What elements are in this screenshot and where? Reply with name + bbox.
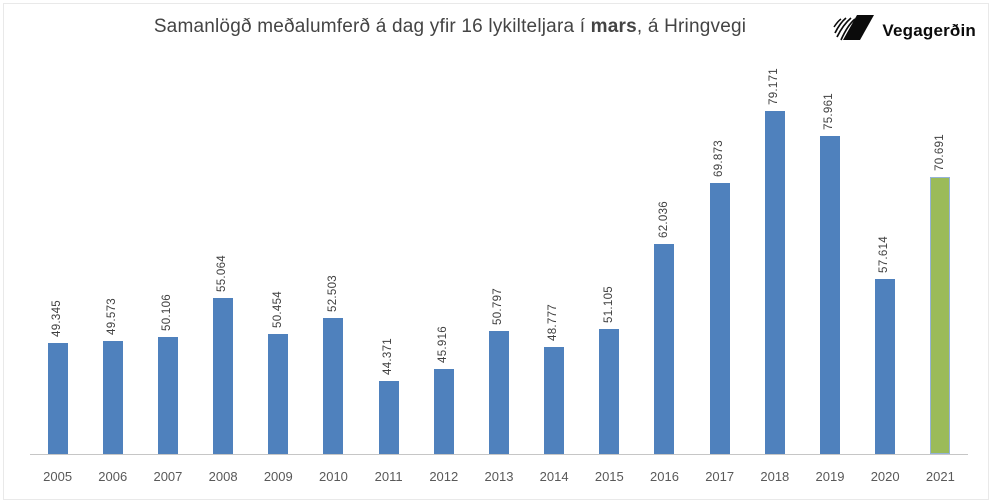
chart-title-prefix: Samanlögð meðalumferð á dag yfir 16 lyki… (153, 16, 591, 37)
bar-value-label-2012: 45.916 (437, 326, 450, 364)
bar-2008 (213, 298, 234, 454)
bar-value-label-2020: 57.614 (878, 235, 891, 273)
x-tick-2005: 2005 (43, 469, 73, 484)
bar-value-label-2018: 79.171 (768, 68, 781, 106)
bar-slot-2016: 62.036 (637, 34, 692, 454)
x-tick-2014: 2014 (539, 469, 569, 484)
bar-slot-2010: 52.503 (306, 34, 361, 454)
bar-slot-2014: 48.777 (527, 34, 582, 454)
chart-title: Samanlögð meðalumferð á dag yfir 16 lyki… (20, 16, 880, 38)
bar-2019 (819, 136, 840, 454)
bar-slot-2021: 70.691 (913, 34, 968, 454)
x-tick-2015: 2015 (594, 469, 624, 484)
bar-value-label-2017: 69.873 (712, 140, 725, 178)
bar-slot-2019: 75.961 (802, 34, 857, 454)
x-tick-2020: 2020 (870, 469, 900, 484)
bar-value-label-2005: 49.345 (50, 299, 63, 337)
x-tick-2010: 2010 (318, 469, 348, 484)
bar-2015 (599, 329, 620, 454)
x-tick-2007: 2007 (153, 469, 183, 484)
bar-slot-2018: 79.171 (747, 34, 802, 454)
bar-2017 (709, 183, 730, 454)
x-tick-2017: 2017 (705, 469, 735, 484)
bar-value-label-2014: 48.777 (547, 304, 560, 342)
bar-2010 (323, 318, 344, 454)
x-tick-2009: 2009 (263, 469, 293, 484)
x-tick-2021: 2021 (925, 469, 955, 484)
logo-text: Vegagerðin (882, 20, 976, 40)
x-tick-2016: 2016 (650, 469, 679, 484)
plot-area: 49.345 49.573 50.106 55.064 50.454 52.503 44.3… (30, 34, 968, 455)
bar-2012 (433, 369, 454, 454)
bar-value-label-2011: 44.371 (381, 338, 394, 376)
bar-value-label-2007: 50.106 (161, 293, 174, 331)
bar-slot-2015: 51.105 (582, 34, 637, 454)
chart-title-month: mars (590, 16, 637, 37)
bar-2011 (378, 381, 399, 454)
bar-2016 (654, 244, 675, 454)
bar-value-label-2006: 49.573 (106, 297, 118, 335)
chart-title-suffix: , á Hringvegi (636, 16, 747, 37)
bar-2007 (157, 336, 178, 454)
x-tick-2013: 2013 (484, 469, 514, 484)
bar-2009 (268, 334, 289, 454)
x-tick-2011: 2011 (374, 469, 403, 484)
bar-2006 (102, 340, 123, 454)
x-tick-2019: 2019 (815, 469, 845, 484)
bar-slot-2013: 50.797 (471, 34, 526, 454)
x-tick-2008: 2008 (208, 469, 238, 484)
bar-value-label-2013: 50.797 (492, 288, 505, 326)
bar-slot-2007: 50.106 (140, 34, 195, 454)
bar-value-label-2009: 50.454 (271, 291, 284, 329)
vegagerdin-logo: Vegagerðin (833, 13, 976, 48)
bar-value-label-2010: 52.503 (326, 275, 339, 313)
bar-slot-2006: 49.573 (85, 34, 140, 454)
x-tick-2018: 2018 (760, 469, 790, 484)
bar-value-label-2021: 70.691 (933, 134, 946, 171)
bar-slot-2008: 55.064 (196, 34, 251, 454)
x-tick-2012: 2012 (429, 469, 459, 484)
bar-2005 (47, 342, 68, 454)
bar-value-label-2008: 55.064 (216, 255, 229, 293)
x-axis-labels: 2005 2006 2007 2008 2009 2010 2011 2012 2013 2014… (30, 467, 968, 487)
bar-value-label-2016: 62.036 (657, 201, 670, 239)
bar-2021 (930, 177, 951, 454)
bar-value-label-2019: 75.961 (823, 93, 836, 131)
x-tick-2006: 2006 (98, 469, 128, 484)
bar-2014 (544, 347, 565, 454)
bar-slot-2011: 44.371 (361, 34, 416, 454)
bar-slot-2012: 45.916 (416, 34, 471, 454)
bar-2018 (764, 111, 785, 454)
vegagerdin-road-mark-icon (833, 13, 875, 48)
bar-value-label-2015: 51.105 (602, 286, 615, 323)
bar-slot-2017: 69.873 (692, 34, 747, 454)
bar-2020 (875, 278, 896, 454)
bar-2013 (488, 331, 509, 454)
bar-slot-2005: 49.345 (30, 34, 85, 454)
bar-slot-2009: 50.454 (251, 34, 306, 454)
bar-slot-2020: 57.614 (858, 34, 913, 454)
